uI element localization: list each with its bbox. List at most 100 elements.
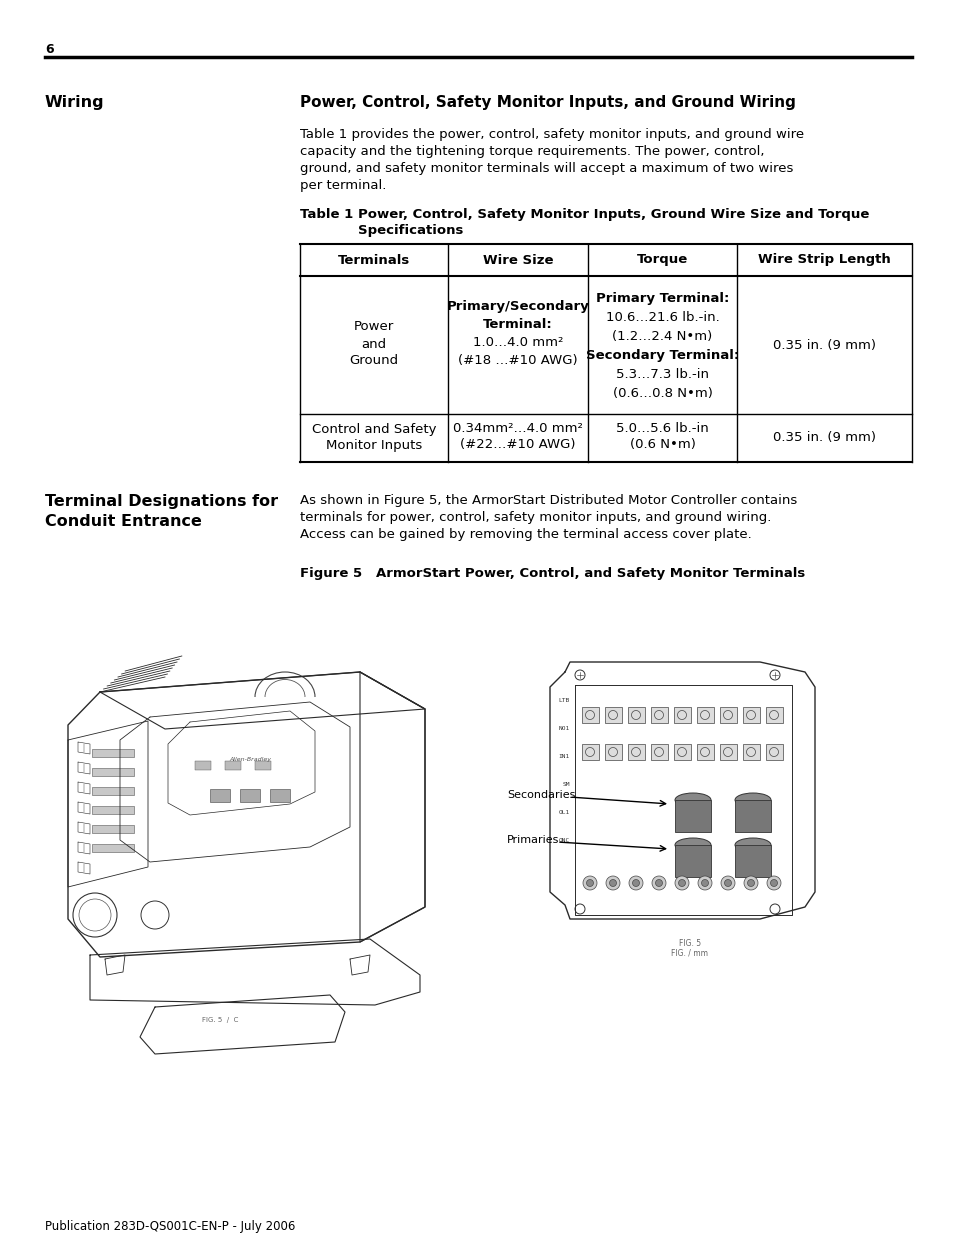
Text: Power, Control, Safety Monitor Inputs, Ground Wire Size and Torque: Power, Control, Safety Monitor Inputs, G… <box>357 207 868 221</box>
Circle shape <box>743 876 758 890</box>
Circle shape <box>747 879 754 887</box>
Text: Secondaries: Secondaries <box>506 790 575 800</box>
Bar <box>254 761 271 769</box>
Bar <box>91 806 133 814</box>
Text: Terminal:: Terminal: <box>482 317 553 331</box>
Bar <box>673 706 690 722</box>
Bar <box>91 844 133 852</box>
Circle shape <box>723 879 731 887</box>
Bar <box>720 706 737 722</box>
Text: Power, Control, Safety Monitor Inputs, and Ground Wiring: Power, Control, Safety Monitor Inputs, a… <box>299 95 795 110</box>
Text: Wire Size: Wire Size <box>482 253 553 267</box>
Circle shape <box>609 879 616 887</box>
Circle shape <box>651 876 665 890</box>
Text: Publication 283D-QS001C-EN-P - July 2006: Publication 283D-QS001C-EN-P - July 2006 <box>45 1220 295 1233</box>
Text: OL1: OL1 <box>558 809 569 815</box>
Bar <box>91 787 133 795</box>
Text: Monitor Inputs: Monitor Inputs <box>326 440 421 452</box>
Ellipse shape <box>675 793 710 806</box>
Text: Primary Terminal:: Primary Terminal: <box>596 291 728 305</box>
Text: 10.6…21.6 lb.-in.: 10.6…21.6 lb.-in. <box>605 311 719 324</box>
Circle shape <box>675 876 688 890</box>
Bar <box>91 825 133 832</box>
Text: 6: 6 <box>45 43 53 56</box>
Text: Table 1 provides the power, control, safety monitor inputs, and ground wire: Table 1 provides the power, control, saf… <box>299 128 803 141</box>
Circle shape <box>770 879 777 887</box>
Text: Terminal Designations for: Terminal Designations for <box>45 494 278 509</box>
Text: SM: SM <box>562 782 569 787</box>
Text: 0.34mm²…4.0 mm²: 0.34mm²…4.0 mm² <box>453 422 582 435</box>
Text: Wiring: Wiring <box>45 95 105 110</box>
Bar <box>225 761 241 769</box>
Text: Power: Power <box>354 321 394 333</box>
Bar <box>697 743 713 760</box>
Bar <box>604 743 621 760</box>
Circle shape <box>582 876 597 890</box>
Text: As shown in Figure 5, the ArmorStart Distributed Motor Controller contains: As shown in Figure 5, the ArmorStart Dis… <box>299 494 797 508</box>
Bar <box>91 748 133 757</box>
Bar <box>720 743 737 760</box>
Circle shape <box>700 879 708 887</box>
Text: (#22…#10 AWG): (#22…#10 AWG) <box>459 438 576 451</box>
Text: Wire Strip Length: Wire Strip Length <box>758 253 890 267</box>
Circle shape <box>698 876 711 890</box>
Text: 5.0…5.6 lb.-in: 5.0…5.6 lb.-in <box>616 422 708 435</box>
Bar <box>604 706 621 722</box>
Bar <box>650 706 667 722</box>
Ellipse shape <box>734 839 770 852</box>
Text: Terminals: Terminals <box>337 253 410 267</box>
Text: 1.0…4.0 mm²: 1.0…4.0 mm² <box>473 336 562 350</box>
Text: Table 1: Table 1 <box>299 207 353 221</box>
Text: Primary/Secondary: Primary/Secondary <box>446 300 589 312</box>
Circle shape <box>632 879 639 887</box>
Text: capacity and the tightening torque requirements. The power, control,: capacity and the tightening torque requi… <box>299 144 763 158</box>
Bar <box>627 743 644 760</box>
Bar <box>581 706 598 722</box>
Bar <box>627 706 644 722</box>
Bar <box>194 761 211 769</box>
Bar <box>270 789 290 802</box>
Circle shape <box>605 876 619 890</box>
Text: per terminal.: per terminal. <box>299 179 386 191</box>
Bar <box>675 845 710 877</box>
Text: ground, and safety monitor terminals will accept a maximum of two wires: ground, and safety monitor terminals wil… <box>299 162 793 175</box>
Bar <box>675 800 710 832</box>
Text: Ground: Ground <box>349 354 398 368</box>
Circle shape <box>655 879 661 887</box>
Ellipse shape <box>734 793 770 806</box>
Text: Allen-Bradley: Allen-Bradley <box>229 757 271 762</box>
Text: Conduit Entrance: Conduit Entrance <box>45 514 202 529</box>
Text: NO1: NO1 <box>558 725 569 730</box>
Text: FIG. 5  /  C: FIG. 5 / C <box>202 1016 238 1023</box>
Ellipse shape <box>675 839 710 852</box>
Text: Figure 5   ArmorStart Power, Control, and Safety Monitor Terminals: Figure 5 ArmorStart Power, Control, and … <box>299 567 804 580</box>
Text: ONC: ONC <box>558 837 569 842</box>
Bar <box>210 789 230 802</box>
Circle shape <box>678 879 685 887</box>
Bar <box>742 743 760 760</box>
Text: 0.35 in. (9 mm): 0.35 in. (9 mm) <box>772 431 875 445</box>
Bar <box>697 706 713 722</box>
Text: Primaries: Primaries <box>506 835 558 845</box>
Text: 5.3…7.3 lb.-in: 5.3…7.3 lb.-in <box>616 368 708 382</box>
Text: Specifications: Specifications <box>357 224 463 237</box>
Text: Secondary Terminal:: Secondary Terminal: <box>585 350 739 362</box>
Circle shape <box>586 879 593 887</box>
Text: Torque: Torque <box>637 253 687 267</box>
Bar <box>673 743 690 760</box>
Text: terminals for power, control, safety monitor inputs, and ground wiring.: terminals for power, control, safety mon… <box>299 511 771 524</box>
Bar <box>765 706 782 722</box>
Bar <box>765 743 782 760</box>
Text: 0.35 in. (9 mm): 0.35 in. (9 mm) <box>772 338 875 352</box>
Text: LTB: LTB <box>558 698 569 703</box>
Text: (0.6 N•m): (0.6 N•m) <box>629 438 695 451</box>
Bar <box>734 800 770 832</box>
Text: IN1: IN1 <box>558 753 569 758</box>
Bar <box>742 706 760 722</box>
Bar <box>581 743 598 760</box>
Bar <box>91 768 133 776</box>
Text: Access can be gained by removing the terminal access cover plate.: Access can be gained by removing the ter… <box>299 529 751 541</box>
Text: FIG. / mm: FIG. / mm <box>671 948 708 958</box>
Circle shape <box>766 876 781 890</box>
Bar <box>650 743 667 760</box>
